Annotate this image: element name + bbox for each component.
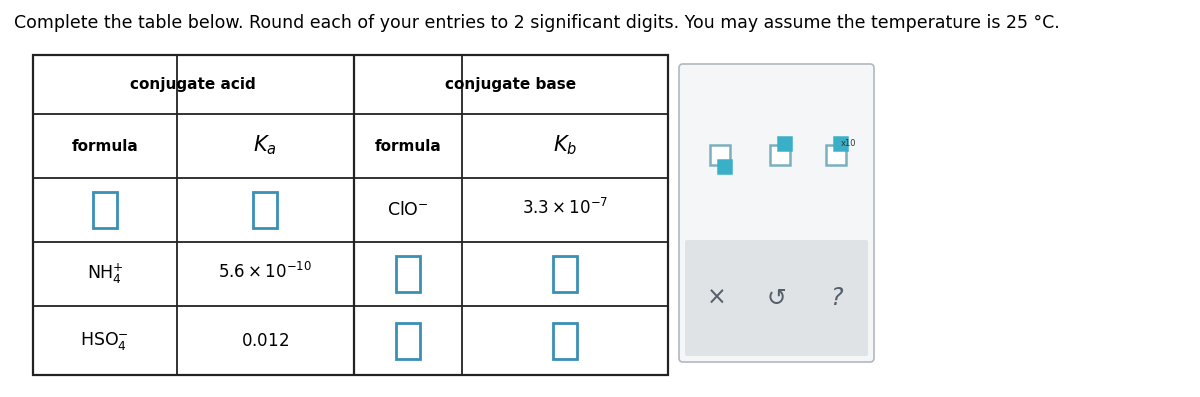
Text: $\mathrm{HSO}_4^{-}$: $\mathrm{HSO}_4^{-}$ (80, 330, 130, 352)
Text: x10: x10 (841, 139, 857, 148)
Bar (253, 192, 277, 228)
Bar (34, 55, 668, 375)
Text: $K_b$: $K_b$ (553, 133, 577, 157)
Text: ×: × (707, 286, 726, 310)
Bar (396, 323, 420, 358)
Bar (834, 137, 847, 150)
Text: ↺: ↺ (767, 286, 786, 310)
Text: conjugate base: conjugate base (445, 77, 576, 92)
Text: $K_a$: $K_a$ (253, 133, 277, 157)
Text: formula: formula (374, 139, 442, 154)
Bar (553, 323, 577, 358)
Bar (710, 145, 731, 165)
Bar (396, 256, 420, 292)
Text: Complete the table below. Round each of your entries to 2 significant digits. Yo: Complete the table below. Round each of … (14, 14, 1060, 32)
Bar (827, 145, 846, 165)
FancyBboxPatch shape (679, 64, 874, 362)
Bar (92, 192, 116, 228)
Text: $\mathrm{ClO}^{-}$: $\mathrm{ClO}^{-}$ (386, 201, 428, 219)
FancyBboxPatch shape (685, 240, 868, 356)
Bar (719, 160, 732, 173)
Text: $5.6 \times 10^{-10}$: $5.6 \times 10^{-10}$ (218, 262, 312, 282)
Text: $3.3 \times 10^{-7}$: $3.3 \times 10^{-7}$ (522, 198, 608, 218)
Text: ?: ? (830, 286, 842, 310)
Text: $\mathrm{NH}_4^{+}$: $\mathrm{NH}_4^{+}$ (86, 262, 122, 286)
Text: formula: formula (71, 139, 138, 154)
Bar (779, 137, 791, 150)
Bar (553, 256, 577, 292)
Text: $0.012$: $0.012$ (241, 331, 289, 350)
Bar (770, 145, 791, 165)
Text: conjugate acid: conjugate acid (131, 77, 257, 92)
